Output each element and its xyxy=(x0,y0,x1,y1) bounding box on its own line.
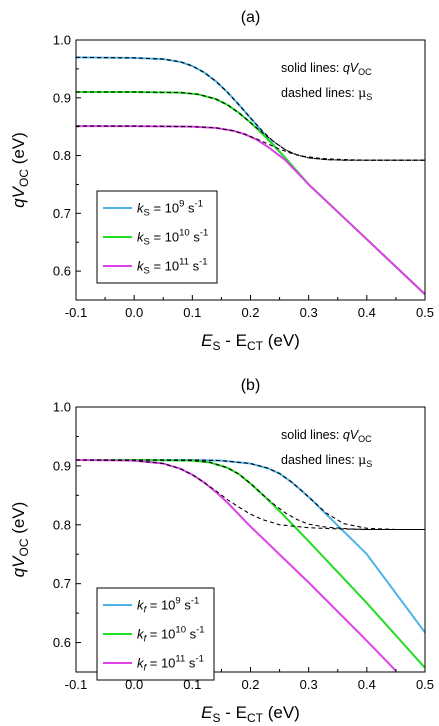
y-tick-label: 1.0 xyxy=(53,33,71,48)
panel-label: (a) xyxy=(241,9,261,26)
chart-panel-2: (b) -0.1 0.0 0.1 0.2 0.3 0.4 0.5 0.6 0.7 0.8 0.9 1.0… xyxy=(9,377,434,725)
x-tick-label: -0.1 xyxy=(65,677,87,692)
legend-label-2: kS = 1010 s-1 xyxy=(137,228,208,248)
legend-label-3: kS = 1011 s-1 xyxy=(137,257,208,277)
plot-area xyxy=(76,56,425,295)
dashed-line-1 xyxy=(76,459,425,531)
y-axis-label: qVOC (eV) xyxy=(9,502,31,578)
y-axis-label: qVOC (eV) xyxy=(9,132,31,208)
dashed-line-1 xyxy=(76,56,425,161)
annotation-dashed-lines: dashed lines: μS xyxy=(281,85,372,102)
dashed-line-3 xyxy=(76,125,425,161)
y-tick-label: 0.9 xyxy=(53,90,71,105)
y-tick-label: 0.7 xyxy=(53,576,71,591)
plot-area xyxy=(76,459,425,672)
x-tick-label: 0.3 xyxy=(300,677,318,692)
chart-panel-1: (a) -0.1 0.0 0.1 0.2 0.3 0.4 0.5 0.6 0.7 0.8 0.9 1.0… xyxy=(9,9,434,353)
y-tick-label: 0.6 xyxy=(53,635,71,650)
y-tick-label: 0.7 xyxy=(53,206,71,221)
series-line-2 xyxy=(76,459,425,669)
x-tick-label: 0.0 xyxy=(125,677,143,692)
legend: kS = 109 s-1 kS = 1010 s-1 kS = 1011 s-1 xyxy=(96,190,218,284)
annotation-solid-lines: solid lines: qVOC xyxy=(281,428,372,444)
x-tick-label: 0.0 xyxy=(125,305,143,320)
legend-label-3: kf = 1011 s-1 xyxy=(137,654,204,674)
x-axis-label: ES - ECT (eV) xyxy=(201,331,300,353)
x-tick-label: 0.2 xyxy=(241,677,259,692)
x-tick-label: 0.1 xyxy=(183,305,201,320)
annotation-solid-lines: solid lines: qVOC xyxy=(281,61,372,77)
x-tick-label: 0.5 xyxy=(416,677,434,692)
x-tick-label: 0.4 xyxy=(358,677,376,692)
x-tick-label: 0.1 xyxy=(183,677,201,692)
legend-label-1: kS = 109 s-1 xyxy=(137,199,203,219)
legend-label-2: kf = 1010 s-1 xyxy=(137,625,205,645)
y-tick-label: 0.9 xyxy=(53,458,71,473)
panel-label: (b) xyxy=(241,377,261,394)
dashed-line-2 xyxy=(76,459,425,531)
legend: kf = 109 s-1 kf = 1010 s-1 kf = 1011 s-1 xyxy=(96,587,215,681)
x-tick-label: 0.3 xyxy=(300,305,318,320)
x-axis-label: ES - ECT (eV) xyxy=(201,703,300,725)
legend-label-1: kf = 109 s-1 xyxy=(137,596,199,616)
x-tick-label: -0.1 xyxy=(65,305,87,320)
y-tick-label: 0.6 xyxy=(53,264,71,279)
dashed-line-3 xyxy=(76,459,425,531)
annotation-dashed-lines: dashed lines: μS xyxy=(281,452,372,469)
y-tick-label: 0.8 xyxy=(53,517,71,532)
y-tick-label: 1.0 xyxy=(53,400,71,415)
dashed-line-2 xyxy=(76,91,425,161)
y-tick-label: 0.8 xyxy=(53,148,71,163)
x-tick-label: 0.5 xyxy=(416,305,434,320)
x-tick-label: 0.4 xyxy=(358,305,376,320)
x-tick-label: 0.2 xyxy=(241,305,259,320)
